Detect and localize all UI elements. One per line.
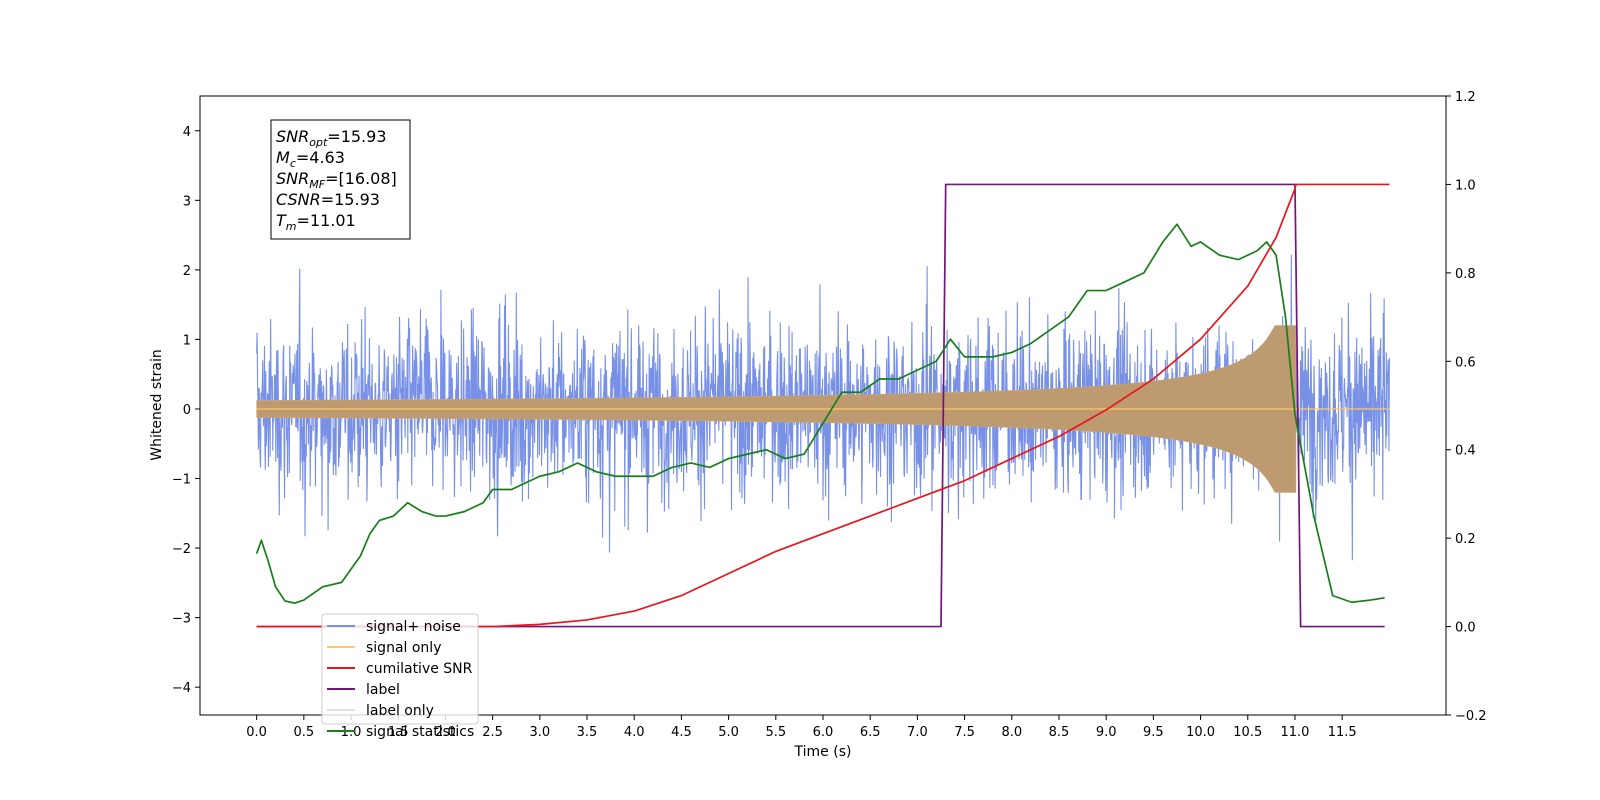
plot-area — [255, 183, 1390, 628]
x-tick-label: 6.5 — [860, 725, 881, 740]
x-tick-label: 5.0 — [718, 725, 739, 740]
y-tick-label-right: 0.2 — [1455, 532, 1476, 547]
x-tick-label: 10.5 — [1233, 725, 1262, 740]
y-tick-label-right: 0.6 — [1455, 355, 1476, 370]
y-tick-label-left: 1 — [183, 333, 191, 348]
legend-label: signal+ noise — [366, 619, 461, 635]
y-tick-label-right: −0.2 — [1455, 709, 1487, 724]
x-tick-label: 7.5 — [954, 725, 975, 740]
x-tick-label: 0.5 — [293, 725, 314, 740]
x-tick-label: 7.0 — [907, 725, 928, 740]
x-tick-label: 1.5 — [388, 725, 409, 740]
y-tick-label-left: 3 — [183, 194, 191, 209]
x-axis-title: Time (s) — [794, 744, 852, 760]
x-tick-label: 10.0 — [1186, 725, 1215, 740]
stats-box — [270, 119, 411, 240]
x-tick-label: 2.0 — [435, 725, 456, 740]
legend-label: label only — [366, 703, 434, 719]
x-tick-label: 3.0 — [529, 725, 550, 740]
y-tick-label-right: 1.2 — [1455, 90, 1476, 105]
x-tick-label: 4.0 — [624, 725, 645, 740]
x-tick-label: 5.5 — [765, 725, 786, 740]
y-tick-label-right: 0.8 — [1455, 267, 1476, 282]
legend-box — [321, 613, 479, 725]
y-tick-label-left: 2 — [183, 264, 191, 279]
x-tick-label: 6.0 — [813, 725, 834, 740]
y-axis-right: 1.2 1.0 0.8 0.6 0.4 0.2 0.0 −0.2 — [1446, 90, 1487, 724]
y-tick-label-right: 0.0 — [1455, 621, 1476, 636]
y-tick-label-left: 0 — [183, 403, 191, 418]
y-tick-label-left: 4 — [183, 125, 191, 140]
stats-annotation: SNRopt=15.93Mc=4.63SNRMF=[16.08]CSNR=15.… — [270, 119, 411, 240]
x-tick-label: 8.5 — [1049, 725, 1070, 740]
x-tick-label: 11.5 — [1328, 725, 1357, 740]
stats-line: SNRMF=[16.08] — [276, 169, 397, 191]
x-tick-label: 8.0 — [1001, 725, 1022, 740]
series-signal-statistics — [255, 223, 1385, 604]
stats-line: Tm=11.01 — [276, 211, 356, 233]
series-cumilative-snr — [256, 183, 1390, 628]
legend-label: signal statistics — [366, 724, 474, 740]
y-axis-left: 4 3 2 1 0 −1 −2 −3 −4 — [172, 125, 200, 696]
stats-line: CSNR=15.93 — [276, 190, 380, 209]
legend-label: label — [366, 682, 400, 698]
y-tick-label-left: −1 — [172, 473, 191, 488]
y-tick-label-right: 1.0 — [1455, 178, 1476, 193]
y-tick-label-left: −2 — [172, 542, 191, 557]
y-axis-title-left: Whitened strain — [149, 349, 165, 460]
legend-label: cumilative SNR — [366, 661, 473, 677]
series-label — [256, 183, 1385, 628]
stats-line: SNRopt=15.93 — [276, 127, 387, 149]
x-tick-label: 9.5 — [1143, 725, 1164, 740]
y-tick-label-right: 0.4 — [1455, 444, 1476, 459]
x-tick-label: 2.5 — [482, 725, 503, 740]
x-tick-label: 0.0 — [246, 725, 267, 740]
legend-label: signal only — [366, 640, 441, 656]
x-tick-label: 1.0 — [341, 725, 362, 740]
x-tick-label: 9.0 — [1096, 725, 1117, 740]
y-tick-label-left: −4 — [172, 681, 191, 696]
y-tick-label-left: −3 — [172, 612, 191, 627]
x-tick-label: 4.5 — [671, 725, 692, 740]
x-tick-label: 11.0 — [1280, 725, 1309, 740]
x-axis: 0.0 0.5 1.0 1.5 2.0 2.5 3.0 3.5 4.0 4.5 5.0 5.5 6.0 6… — [246, 715, 1357, 740]
x-tick-label: 3.5 — [577, 725, 598, 740]
legend: signal+ noise signal only cumilative SNR la… — [321, 613, 479, 740]
stats-line: Mc=4.63 — [276, 148, 345, 170]
